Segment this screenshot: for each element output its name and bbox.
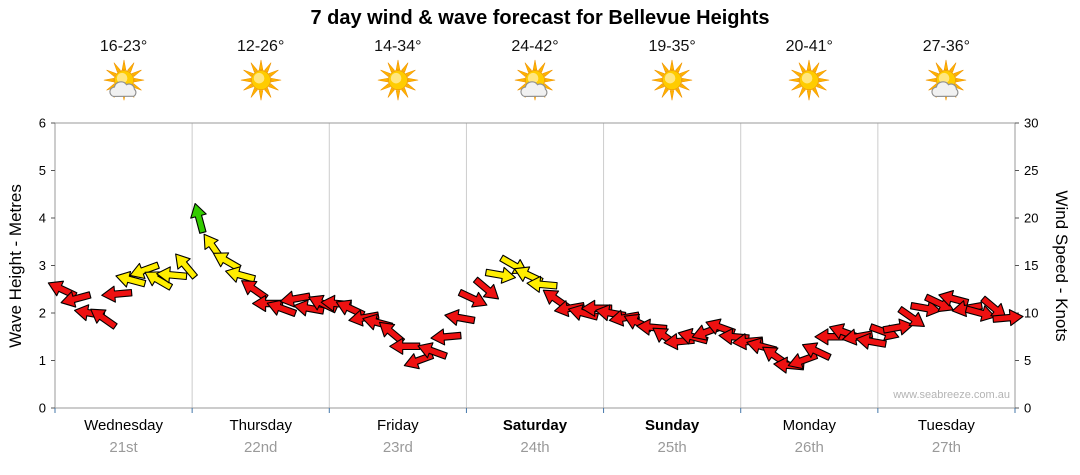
wind-arrow (964, 305, 996, 322)
temperature-range: 14-34° (374, 38, 422, 55)
left-tick-label: 3 (39, 258, 46, 273)
wind-arrow (924, 293, 954, 313)
right-tick-label: 5 (1024, 353, 1031, 368)
temperature-range: 27-36° (922, 38, 971, 55)
cloud-icon (520, 81, 548, 98)
wind-arrow (567, 304, 599, 321)
left-tick-label: 1 (39, 353, 46, 368)
day-column-header: 12-26° (196, 38, 326, 112)
wind-arrow (897, 306, 925, 327)
day-name: Monday (782, 417, 836, 434)
wind-arrow (444, 309, 476, 326)
wind-arrow (841, 328, 874, 346)
wind-arrow (156, 266, 188, 284)
day-date: 27th (931, 439, 962, 456)
day-label: Monday 26th (739, 417, 879, 456)
day-date: 26th (794, 439, 824, 456)
wind-arrow (472, 276, 500, 300)
day-label: Thursday 22nd (191, 417, 331, 456)
wind-arrow (992, 309, 1024, 327)
day-label: Wednesday 21st (54, 417, 194, 456)
day-date: 25th (657, 439, 687, 456)
wind-arrow (389, 337, 421, 355)
day-column-header: 19-35° (607, 38, 737, 112)
wind-arrow (190, 202, 207, 234)
wind-arrow (225, 266, 256, 283)
temperature-range: 20-41° (785, 38, 833, 55)
day-column-header: 16-23° (59, 38, 189, 112)
wind-arrow (457, 289, 488, 308)
right-tick-label: 30 (1024, 116, 1038, 131)
day-date: 24th (520, 439, 550, 456)
right-tick-label: 10 (1024, 306, 1038, 321)
temperature-range: 24-42° (511, 38, 559, 55)
day-name: Saturday (502, 417, 568, 434)
cloud-icon (931, 81, 959, 98)
day-label: Tuesday 27th (876, 417, 1016, 456)
day-column-header: 14-34° (333, 38, 463, 112)
watermark: www.seabreeze.com.au (893, 389, 1010, 401)
wind-arrow (938, 290, 970, 307)
wind-arrow (241, 280, 269, 302)
wind-arrow (279, 290, 311, 308)
sun-cloud-icon (921, 59, 971, 107)
temperature-range: 12-26° (237, 38, 285, 55)
day-name: Wednesday (84, 417, 164, 434)
left-tick-label: 4 (39, 211, 46, 226)
wind-arrow (60, 291, 92, 308)
day-column-header: 24-42° (470, 38, 600, 112)
day-date: 21st (109, 439, 138, 456)
wind-arrow (144, 271, 174, 291)
wind-arrow (115, 271, 147, 288)
temperature-range: 16-23° (99, 38, 148, 55)
left-tick-label: 5 (39, 163, 46, 178)
temperature-range: 19-35° (648, 38, 696, 55)
sun-icon (784, 59, 834, 107)
wind-arrow (484, 266, 517, 284)
day-label: Sunday 25th (602, 417, 742, 456)
cloud-icon (108, 81, 137, 98)
day-name: Friday (377, 417, 419, 434)
left-tick-label: 2 (39, 306, 46, 321)
right-tick-label: 25 (1024, 163, 1038, 178)
chart-title: 7 day wind & wave forecast for Bellevue … (310, 7, 770, 29)
day-name: Thursday (229, 417, 292, 434)
wind-arrow (266, 299, 298, 317)
wind-arrow (293, 299, 325, 317)
wind-arrow (212, 252, 242, 272)
wind-arrow (101, 285, 133, 303)
right-tick-label: 0 (1024, 401, 1031, 416)
day-label: Friday 23rd (328, 417, 468, 456)
left-tick-label: 0 (39, 401, 46, 416)
sun-icon (236, 59, 286, 107)
day-name: Sunday (645, 417, 700, 434)
day-label: Saturday 24th (465, 417, 605, 456)
sun-cloud-icon (99, 59, 149, 107)
plot-frame (54, 122, 1016, 409)
wind-arrow (129, 261, 160, 280)
day-name: Tuesday (917, 417, 975, 434)
day-date: 22nd (244, 439, 278, 456)
wind-arrow (417, 342, 448, 360)
sun-icon (373, 59, 423, 107)
wind-arrow (608, 309, 640, 327)
right-tick-label: 15 (1024, 258, 1038, 273)
left-tick-label: 6 (39, 116, 46, 131)
day-column-header: 27-36° (881, 38, 1011, 112)
sun-cloud-icon (510, 59, 560, 107)
wind-arrow (378, 321, 406, 345)
wind-arrow (882, 318, 914, 336)
wind-arrow (910, 300, 942, 318)
wind-arrow (90, 308, 118, 330)
wind-arrow (526, 275, 558, 293)
day-date: 23rd (382, 439, 413, 456)
right-tick-label: 20 (1024, 211, 1038, 226)
sun-icon (647, 59, 697, 107)
wind-arrow (175, 253, 198, 280)
day-column-header: 20-41° (744, 38, 874, 112)
wind-arrow (430, 328, 462, 346)
wind-arrow (801, 342, 832, 361)
